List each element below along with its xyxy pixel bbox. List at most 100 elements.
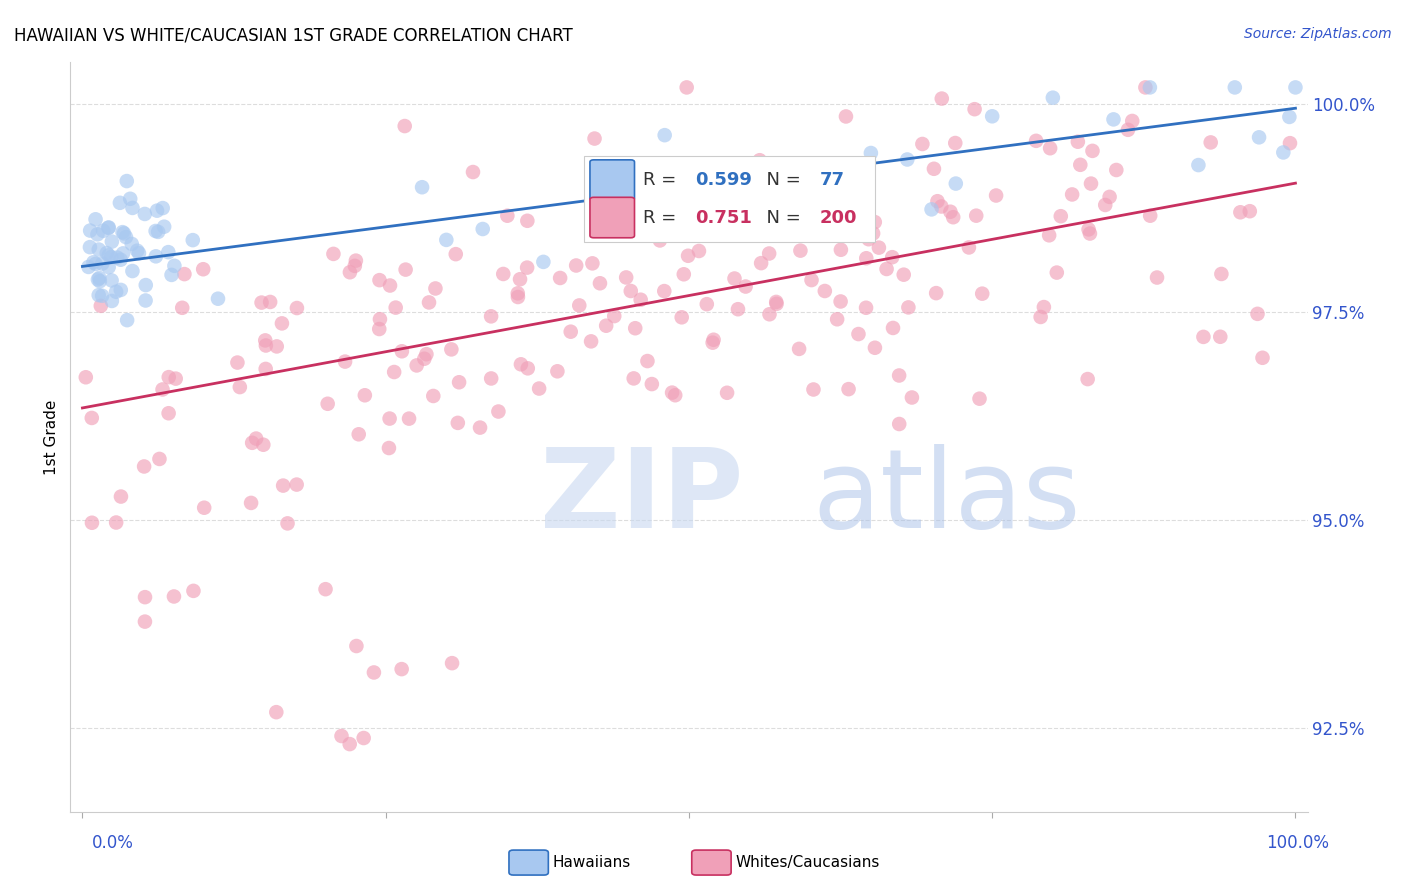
Point [254,334,277,348]
Point [120,192,142,206]
Point [254,338,277,352]
Text: Whites/Caucasians: Whites/Caucasians [735,855,880,870]
Point [347,427,370,442]
Point [747,216,769,230]
Point [97,220,120,235]
Point [173,267,195,281]
Point [1094,198,1116,212]
Point [157,245,180,260]
Point [422,389,444,403]
Point [157,370,180,384]
Point [630,293,652,307]
Point [97,260,120,274]
Text: 0.0%: 0.0% [91,834,134,852]
Point [1049,209,1071,223]
Point [91,256,114,270]
Point [254,362,277,376]
Text: N =: N = [755,209,806,227]
Point [181,233,204,247]
Point [835,110,858,124]
FancyBboxPatch shape [583,156,875,243]
Point [277,516,299,531]
Text: Hawaiians: Hawaiians [553,855,631,870]
Point [172,301,194,315]
Point [259,295,281,310]
Point [925,286,948,301]
Point [506,290,529,304]
Point [152,383,174,397]
Point [368,312,391,326]
Point [648,234,671,248]
Point [942,211,965,225]
Point [675,80,697,95]
Point [1038,228,1060,243]
Point [496,209,519,223]
Point [702,188,724,202]
Point [1247,130,1270,145]
Point [79,240,101,254]
Point [794,192,817,206]
Point [734,279,756,293]
Point [322,247,344,261]
Point [838,382,860,396]
Point [603,309,626,323]
Point [398,411,420,425]
Point [100,273,122,287]
Point [1046,266,1069,280]
Point [128,246,150,260]
Point [927,194,949,209]
Point [79,224,101,238]
Point [583,131,606,145]
Point [1102,112,1125,127]
Point [945,177,967,191]
Point [148,452,170,467]
Point [226,355,249,369]
Point [441,656,464,670]
Point [134,615,156,629]
Point [449,376,471,390]
Point [688,244,710,258]
Point [855,252,877,266]
Point [1025,134,1047,148]
Point [127,244,149,258]
Point [931,199,953,213]
Point [240,435,263,450]
Point [858,232,880,246]
Point [97,220,120,235]
Point [969,392,991,406]
Text: 0.599: 0.599 [695,171,752,189]
Point [1246,307,1268,321]
Point [146,225,169,239]
Point [856,158,879,172]
Point [814,284,837,298]
Point [623,371,645,385]
Point [758,307,780,321]
Point [100,250,122,264]
Point [1081,144,1104,158]
Point [887,368,910,383]
Point [105,285,128,299]
Point [1069,158,1091,172]
Point [1062,187,1084,202]
Point [193,262,215,277]
Point [1278,110,1301,124]
Point [922,161,945,176]
Text: 77: 77 [820,171,845,189]
Point [344,639,367,653]
Point [163,259,186,273]
Point [984,188,1007,202]
Point [343,259,366,273]
Point [82,255,104,269]
Point [165,371,187,385]
Y-axis label: 1st Grade: 1st Grade [44,400,59,475]
Point [492,267,515,281]
Point [1251,351,1274,365]
Point [1039,141,1062,155]
Point [981,109,1004,123]
Point [789,244,811,258]
Point [624,321,647,335]
Point [394,119,416,133]
Point [830,294,852,309]
Point [614,270,637,285]
Point [145,249,167,263]
